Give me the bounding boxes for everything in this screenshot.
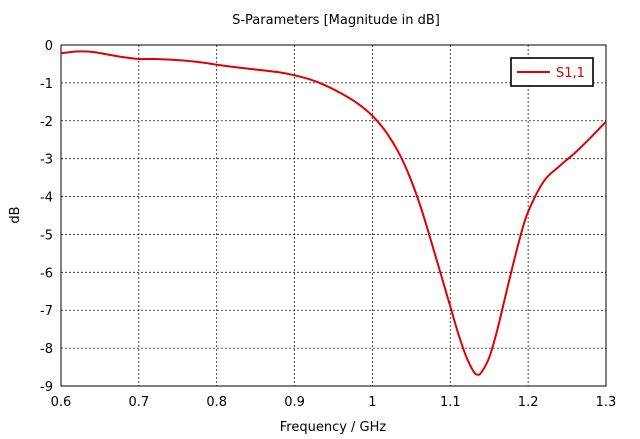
legend: S1,1 bbox=[510, 57, 594, 87]
y-tick-label: -2 bbox=[40, 115, 53, 130]
y-tick-label: -6 bbox=[40, 266, 53, 281]
series-layer bbox=[60, 50, 607, 376]
y-tick-label: -8 bbox=[40, 342, 53, 357]
x-tick-label: 1.2 bbox=[518, 395, 539, 410]
y-tick-label: -7 bbox=[40, 304, 53, 319]
tick-labels: 0.6 0.7 0.8 0.9 1 1.1 1.2 1.3 0 -1 -2 -3 -4 -5 -6 -7 -8 -… bbox=[40, 39, 616, 410]
grid bbox=[61, 45, 606, 386]
x-tick-label: 1.3 bbox=[596, 395, 617, 410]
legend-label: S1,1 bbox=[556, 66, 585, 81]
y-tick-label: 0 bbox=[45, 39, 53, 54]
y-tick-label: -9 bbox=[40, 380, 53, 395]
y-tick-label: -3 bbox=[40, 153, 53, 168]
y-tick-label: -1 bbox=[40, 77, 53, 92]
y-tick-label: -4 bbox=[40, 191, 53, 206]
series-line-s11 bbox=[60, 50, 607, 376]
y-axis-label: dB bbox=[8, 206, 23, 223]
legend-box bbox=[510, 57, 594, 87]
x-tick-label: 0.7 bbox=[129, 395, 150, 410]
chart-title: S-Parameters [Magnitude in dB] bbox=[232, 13, 440, 28]
x-tick-label: 0.6 bbox=[51, 395, 72, 410]
x-tick-label: 1.1 bbox=[440, 395, 461, 410]
x-tick-label: 0.8 bbox=[206, 395, 227, 410]
x-tick-label: 1 bbox=[368, 395, 376, 410]
plot-frame bbox=[60, 44, 607, 387]
x-tick-label: 0.9 bbox=[284, 395, 305, 410]
x-axis-label: Frequency / GHz bbox=[280, 420, 387, 435]
y-tick-label: -5 bbox=[40, 228, 53, 243]
